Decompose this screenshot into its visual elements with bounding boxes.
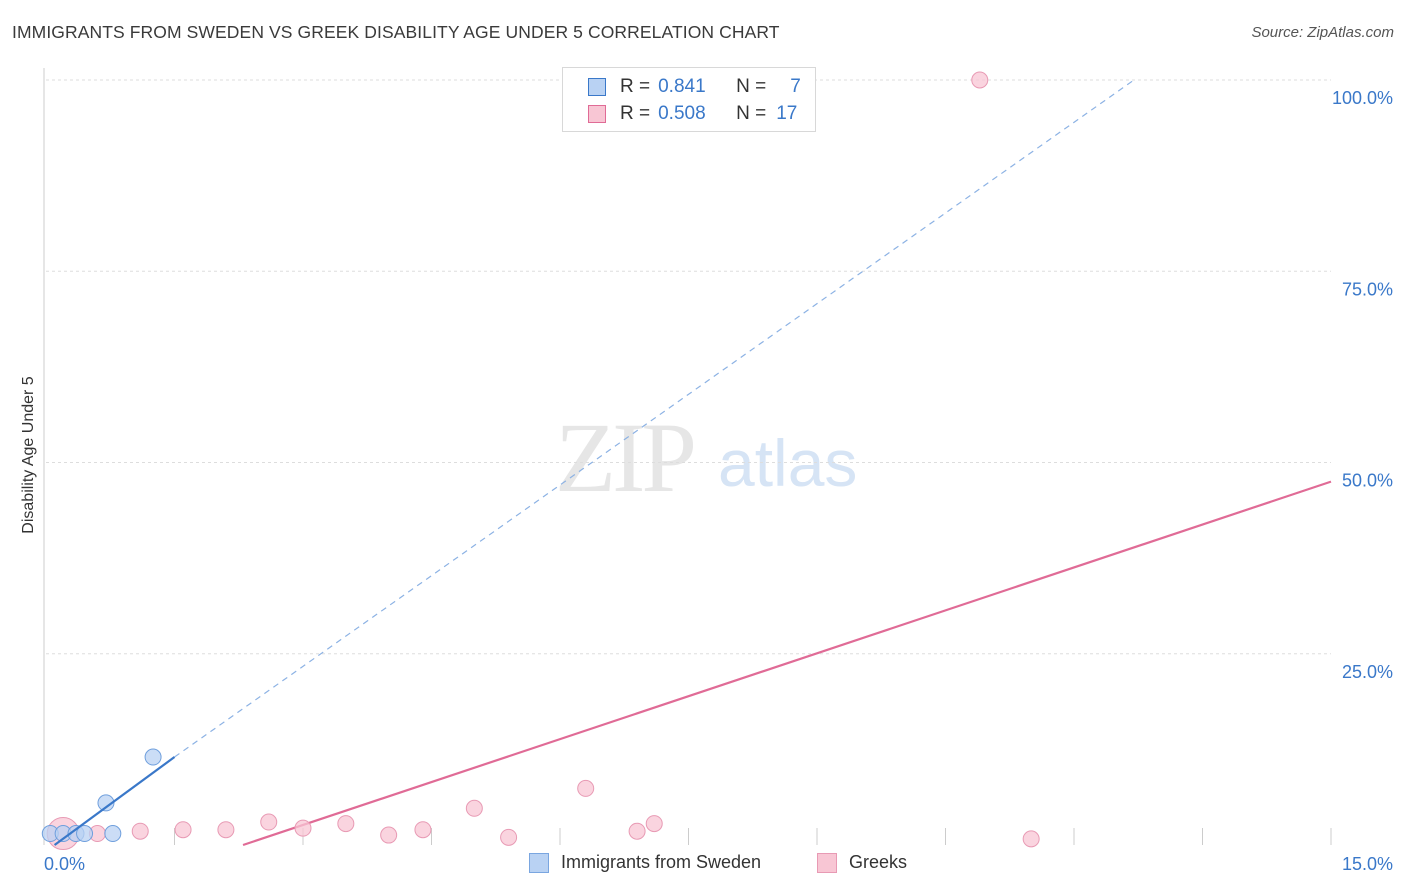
data-point-greeks: [217, 821, 235, 839]
data-point-greeks: [294, 819, 312, 837]
bottom-legend-swatch-sweden: [529, 852, 549, 873]
data-point-greeks: [414, 821, 432, 839]
data-point-greeks: [577, 779, 595, 797]
legend-r-value: 0.508: [658, 103, 706, 124]
legend-row-sweden: R = 0.841 N = 7: [588, 74, 801, 100]
legend-r-label: R =: [620, 103, 651, 124]
legend-n-value: 7: [790, 76, 801, 97]
legend-swatch-sweden: [588, 78, 606, 96]
source-label: Source: ZipAtlas.com: [1251, 24, 1394, 41]
x-tick-label: 0.0%: [44, 854, 85, 874]
data-point-sweden: [144, 748, 162, 766]
data-point-greeks: [380, 826, 398, 844]
legend-n-label: N =: [736, 76, 767, 97]
stats-legend: R = 0.841 N = 7 R = 0.508 N = 17: [562, 67, 816, 132]
y-tick-label: 75.0%: [1342, 279, 1393, 299]
bottom-legend-label-sweden: Immigrants from Sweden: [561, 852, 762, 872]
data-point-sweden: [97, 794, 115, 812]
bottom-legend-swatch-greeks: [817, 852, 837, 873]
data-point-greeks: [1022, 830, 1040, 848]
data-point-greeks: [174, 821, 192, 839]
legend-n-label: N =: [736, 103, 767, 124]
legend-r-label: R =: [620, 76, 651, 97]
data-point-greeks: [500, 828, 518, 846]
legend-r-value: 0.841: [658, 76, 706, 97]
legend-n-value: 17: [776, 103, 798, 124]
data-point-greeks: [971, 71, 989, 89]
legend-swatch-greeks: [588, 105, 606, 123]
y-tick-label: 100.0%: [1332, 88, 1393, 108]
data-point-sweden: [104, 825, 122, 843]
bottom-legend-sweden: Immigrants from Sweden: [529, 852, 761, 873]
trend-line-sweden: [53, 756, 176, 846]
trend-line-greeks: [242, 480, 1332, 847]
y-tick-label: 50.0%: [1342, 471, 1393, 491]
x-tick-label: 15.0%: [1342, 854, 1393, 874]
legend-row-greeks: R = 0.508 N = 17: [588, 101, 797, 127]
y-tick-label: 25.0%: [1342, 662, 1393, 682]
data-point-greeks: [337, 815, 355, 833]
data-point-greeks: [465, 799, 483, 817]
data-point-greeks: [645, 815, 663, 833]
bottom-legend-label-greeks: Greeks: [849, 852, 908, 872]
trend-line-sweden-extended: [174, 79, 1135, 758]
data-point-greeks: [260, 813, 278, 831]
chart-title: IMMIGRANTS FROM SWEDEN VS GREEK DISABILI…: [12, 22, 780, 42]
data-point-greeks: [131, 822, 149, 840]
data-point-greeks: [628, 822, 646, 840]
data-point-sweden: [76, 825, 94, 843]
bottom-legend-greeks: Greeks: [817, 852, 907, 873]
watermark-zip: ZIP: [555, 402, 697, 513]
